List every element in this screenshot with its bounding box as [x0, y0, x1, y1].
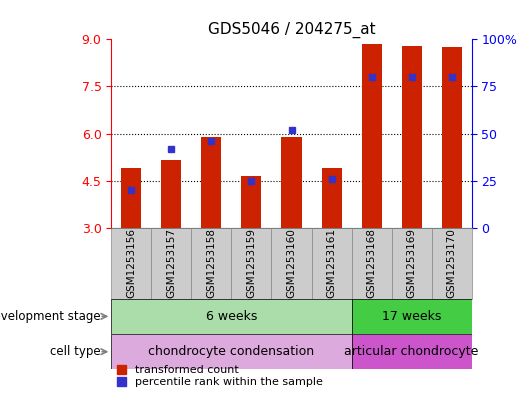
Bar: [351, 299, 472, 334]
Text: GSM1253156: GSM1253156: [126, 228, 136, 298]
Text: development stage: development stage: [0, 310, 101, 323]
Bar: [351, 228, 392, 299]
Text: GSM1253170: GSM1253170: [447, 228, 457, 298]
Bar: [281, 137, 302, 228]
Bar: [111, 299, 351, 334]
Text: 17 weeks: 17 weeks: [382, 310, 441, 323]
Bar: [121, 168, 142, 228]
Bar: [351, 334, 472, 369]
Bar: [441, 47, 462, 228]
Text: GSM1253159: GSM1253159: [246, 228, 257, 298]
Text: articular chondrocyte: articular chondrocyte: [344, 345, 479, 358]
Bar: [152, 228, 191, 299]
Text: GSM1253168: GSM1253168: [367, 228, 377, 298]
Bar: [161, 160, 181, 228]
Bar: [431, 228, 472, 299]
Bar: [111, 228, 152, 299]
Bar: [111, 334, 351, 369]
Text: GSM1253161: GSM1253161: [326, 228, 337, 298]
Bar: [201, 137, 222, 228]
Bar: [191, 228, 232, 299]
Bar: [242, 176, 261, 228]
Bar: [361, 44, 382, 228]
Text: GSM1253157: GSM1253157: [166, 228, 176, 298]
Text: 6 weeks: 6 weeks: [206, 310, 257, 323]
Text: cell type: cell type: [50, 345, 101, 358]
Bar: [271, 228, 312, 299]
Bar: [392, 228, 431, 299]
Bar: [402, 46, 422, 228]
Bar: [322, 168, 341, 228]
Title: GDS5046 / 204275_at: GDS5046 / 204275_at: [208, 22, 375, 38]
Text: GSM1253169: GSM1253169: [407, 228, 417, 298]
Bar: [232, 228, 271, 299]
Text: chondrocyte condensation: chondrocyte condensation: [148, 345, 314, 358]
Text: GSM1253158: GSM1253158: [206, 228, 216, 298]
Text: GSM1253160: GSM1253160: [287, 228, 296, 298]
Bar: [312, 228, 351, 299]
Legend: transformed count, percentile rank within the sample: transformed count, percentile rank withi…: [117, 365, 323, 387]
